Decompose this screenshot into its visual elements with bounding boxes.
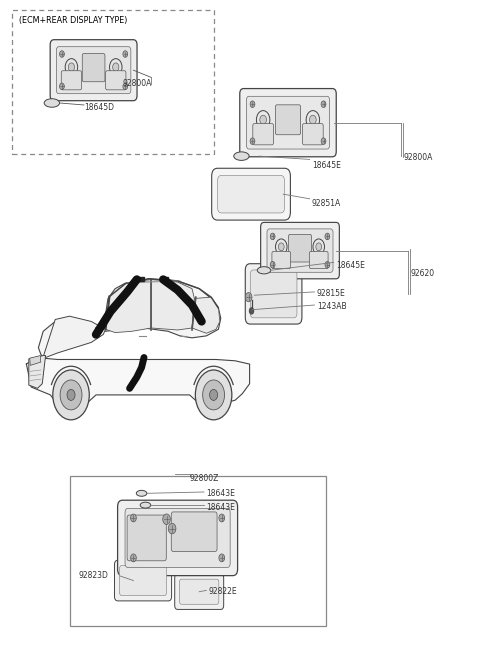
Circle shape [123,83,128,90]
Polygon shape [151,279,194,330]
Circle shape [168,523,176,534]
Ellipse shape [234,152,249,160]
FancyBboxPatch shape [240,89,336,157]
Circle shape [219,554,225,562]
FancyBboxPatch shape [276,105,300,134]
Circle shape [250,138,255,144]
Circle shape [260,115,266,125]
Text: 18645D: 18645D [84,103,114,112]
Text: 92822E: 92822E [209,587,238,596]
Text: 92620: 92620 [410,269,434,278]
FancyBboxPatch shape [61,71,82,90]
Polygon shape [135,277,144,281]
FancyBboxPatch shape [171,512,217,552]
FancyBboxPatch shape [272,251,291,268]
FancyBboxPatch shape [180,579,219,604]
Text: 1243AB: 1243AB [317,302,347,311]
Circle shape [270,262,275,268]
Circle shape [60,51,64,57]
FancyBboxPatch shape [50,39,137,100]
Circle shape [67,390,75,400]
Polygon shape [106,279,151,333]
Polygon shape [161,277,168,281]
Bar [70,476,326,626]
FancyBboxPatch shape [261,222,339,279]
Ellipse shape [257,266,271,274]
Circle shape [195,370,232,420]
Text: 92800A: 92800A [403,153,432,162]
Text: 92851A: 92851A [312,199,341,208]
FancyBboxPatch shape [82,54,105,82]
FancyBboxPatch shape [212,169,290,220]
Text: (ECM+REAR DISPLAY TYPE): (ECM+REAR DISPLAY TYPE) [19,16,128,26]
FancyBboxPatch shape [118,500,238,576]
FancyBboxPatch shape [253,123,274,145]
FancyBboxPatch shape [310,251,328,268]
Text: 92800A: 92800A [122,79,152,89]
Circle shape [321,101,326,108]
Polygon shape [26,358,250,407]
Text: 18643E: 18643E [206,503,235,512]
Circle shape [131,514,136,522]
Circle shape [53,370,89,420]
Polygon shape [30,356,41,365]
Text: 92800Z: 92800Z [190,474,219,483]
FancyBboxPatch shape [114,560,172,601]
Circle shape [321,138,326,144]
Circle shape [316,243,322,251]
Circle shape [210,390,217,400]
Circle shape [60,380,82,410]
Circle shape [325,262,330,268]
FancyBboxPatch shape [288,234,312,262]
Polygon shape [38,279,221,358]
Polygon shape [43,316,106,358]
Circle shape [219,514,225,522]
FancyBboxPatch shape [250,270,297,318]
Circle shape [270,233,275,239]
FancyBboxPatch shape [125,508,230,567]
Text: 18645E: 18645E [336,260,365,270]
Text: 92823D: 92823D [78,571,108,581]
FancyBboxPatch shape [106,71,126,90]
Circle shape [68,63,74,72]
FancyBboxPatch shape [302,123,323,145]
FancyBboxPatch shape [175,574,224,609]
Circle shape [245,293,252,302]
Circle shape [278,243,284,251]
Circle shape [250,101,255,108]
Ellipse shape [136,491,147,496]
FancyBboxPatch shape [56,47,131,94]
FancyBboxPatch shape [120,565,167,596]
Circle shape [131,554,136,562]
Circle shape [113,63,119,72]
FancyBboxPatch shape [245,264,302,324]
Circle shape [249,308,254,314]
Polygon shape [95,327,101,331]
Polygon shape [29,356,46,388]
Polygon shape [192,297,220,333]
FancyBboxPatch shape [247,96,329,149]
FancyBboxPatch shape [217,175,285,213]
FancyBboxPatch shape [127,515,166,561]
FancyBboxPatch shape [267,229,333,272]
Ellipse shape [44,98,60,107]
Circle shape [325,233,330,239]
Circle shape [203,380,225,410]
Circle shape [163,514,170,525]
Text: 18643E: 18643E [206,489,235,499]
Circle shape [123,51,128,57]
Ellipse shape [140,502,151,508]
Bar [12,10,214,154]
Circle shape [60,83,64,90]
Circle shape [310,115,316,125]
Text: 92815E: 92815E [317,289,346,298]
Text: 18645E: 18645E [312,161,341,170]
